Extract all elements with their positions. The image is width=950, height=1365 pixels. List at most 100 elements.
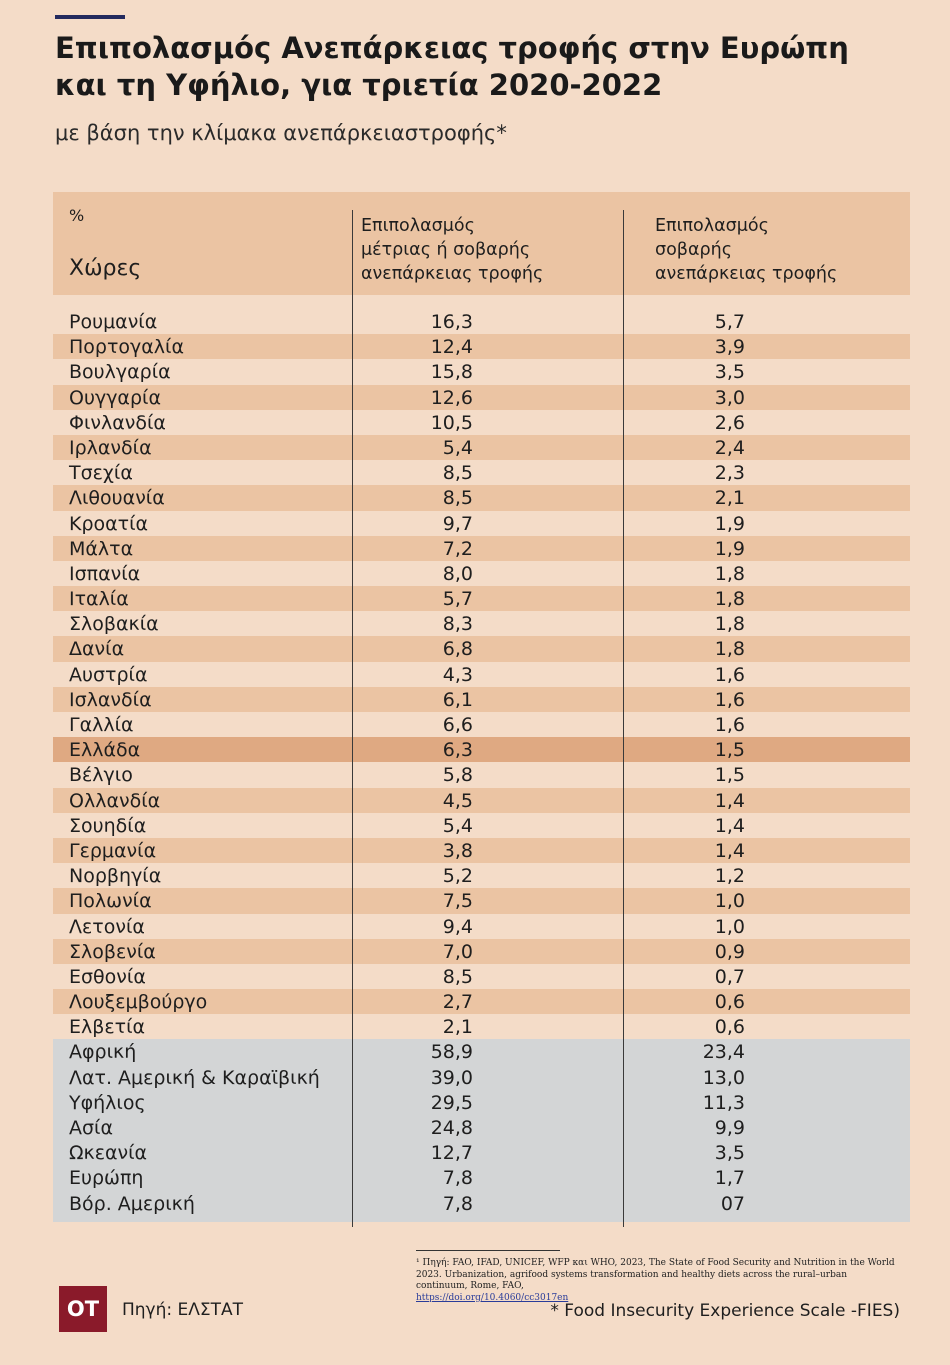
- row-value-moderate-severe: 5,4: [442, 814, 473, 837]
- row-value-severe: 07: [720, 1192, 745, 1215]
- row-label: Σλοβενία: [69, 940, 156, 963]
- col1-header-line: μέτριας ή σοβαρής: [361, 240, 531, 260]
- row-value-moderate-severe: 6,6: [442, 714, 473, 736]
- row-value-moderate-severe: 8,0: [442, 562, 473, 585]
- table-row: Ισπανία 8,0 1,8: [53, 561, 910, 586]
- row-label: Ελβετία: [69, 1016, 146, 1039]
- ot-logo: OT: [59, 1286, 107, 1332]
- row-value-severe: 3,5: [714, 361, 745, 384]
- header-spacer: [53, 295, 910, 309]
- title-line-1: Επιπολασμός Ανεπάρκειας τροφής στην Ευρώ…: [55, 31, 849, 65]
- row-value-severe: 0,7: [714, 965, 745, 988]
- row-value-severe: 1,8: [714, 562, 745, 585]
- row-value-moderate-severe: 5,8: [442, 764, 473, 787]
- col1-header-line: ανεπάρκειας τροφής: [361, 264, 544, 284]
- table-row: Λιθουανία 8,5 2,1: [53, 485, 910, 511]
- table-row: Σουηδία 5,4 1,4: [53, 813, 910, 838]
- footnote: ¹ Πηγή: FAO, IFAD, UNICEF, WFP και WHO, …: [416, 1258, 896, 1304]
- table-row: Μάλτα 7,2 1,9: [53, 535, 910, 561]
- col2-header-line: ανεπάρκειας τροφής: [655, 264, 838, 284]
- row-value-severe: 1,0: [714, 915, 745, 938]
- row-value-moderate-severe: 8,3: [442, 613, 473, 636]
- row-value-moderate-severe: 7,5: [442, 890, 473, 913]
- row-value-severe: 1,8: [714, 638, 745, 661]
- row-value-moderate-severe: 5,2: [442, 865, 473, 888]
- table-row: Ελβετία 2,1 0,6: [53, 1014, 910, 1039]
- row-value-moderate-severe: 29,5: [430, 1091, 473, 1114]
- table-row: Ουγγαρία 12,6 3,0: [53, 384, 910, 410]
- row-value-severe: 1,5: [714, 764, 745, 787]
- row-label: Κροατία: [69, 512, 149, 535]
- row-value-moderate-severe: 10,5: [430, 411, 473, 434]
- row-value-severe: 0,6: [714, 991, 745, 1014]
- row-label: Λουξεμβούργο: [69, 991, 208, 1014]
- row-label: Λετονία: [69, 915, 145, 938]
- table-header: % Χώρες Επιπολασμός μέτριας ή σοβαρής αν…: [53, 192, 910, 295]
- row-value-moderate-severe: 6,1: [442, 688, 473, 711]
- row-label: Ισπανία: [69, 562, 141, 585]
- row-label: Αφρική: [69, 1041, 137, 1064]
- table-row: Κροατία 9,7 1,9: [53, 511, 910, 536]
- table-row: Ελλάδα 6,3 1,5: [53, 737, 910, 763]
- table-row: Πορτογαλία 12,4 3,9: [53, 334, 910, 360]
- fies-note: * Food Insecurity Experience Scale -FIES…: [550, 1301, 900, 1321]
- row-value-moderate-severe: 15,8: [430, 361, 473, 384]
- row-value-moderate-severe: 58,9: [430, 1041, 473, 1064]
- row-value-moderate-severe: 4,3: [442, 663, 473, 686]
- row-label: Ολλανδία: [69, 789, 161, 812]
- country-rows: Ρουμανία 16,3 5,7 Πορτογαλία 12,4 3,9 Βουλγαρί…: [53, 309, 910, 1039]
- page-subtitle: με βάση την κλίμακα ανεπάρκειαστροφής*: [55, 121, 507, 145]
- col2-header-line: Επιπολασμός: [655, 216, 769, 236]
- table-row: Γαλλία 6,6 1,6: [53, 712, 910, 737]
- table-row: Ολλανδία 4,5 1,4: [53, 787, 910, 813]
- row-value-severe: 1,6: [714, 663, 745, 686]
- row-label: Βέλγιο: [69, 764, 133, 787]
- row-value-moderate-severe: 3,8: [442, 839, 473, 862]
- row-value-severe: 3,5: [714, 1142, 745, 1165]
- row-label: Ρουμανία: [69, 311, 158, 333]
- footnote-doi-link[interactable]: https://doi.org/10.4060/cc3017en: [416, 1292, 569, 1303]
- table-row: Εσθονία 8,5 0,7: [53, 964, 910, 989]
- row-value-severe: 0,6: [714, 1016, 745, 1039]
- row-value-severe: 13,0: [702, 1066, 745, 1089]
- row-value-moderate-severe: 2,7: [442, 991, 473, 1014]
- row-value-severe: 1,4: [714, 789, 745, 812]
- row-value-severe: 5,7: [714, 311, 745, 333]
- row-value-severe: 1,9: [714, 512, 745, 535]
- row-value-severe: 1,6: [714, 714, 745, 736]
- row-value-severe: 1,5: [714, 739, 745, 762]
- row-label: Λατ. Αμερική & Καραϊβική: [69, 1066, 320, 1089]
- table-row: Δανία 6,8 1,8: [53, 636, 910, 662]
- row-label: Πολωνία: [69, 890, 152, 913]
- unit-label: %: [69, 206, 85, 225]
- row-value-severe: 1,7: [714, 1167, 745, 1190]
- col1-header-line: Επιπολασμός: [361, 216, 475, 236]
- row-label: Τσεχία: [69, 462, 133, 485]
- row-label: Δανία: [69, 638, 125, 661]
- table-row: Αφρική 58,9 23,4: [53, 1039, 910, 1064]
- table-row: Ασία 24,8 9,9: [53, 1115, 910, 1140]
- table-row: Σλοβακία 8,3 1,8: [53, 611, 910, 636]
- row-label: Ιρλανδία: [69, 436, 152, 459]
- row-value-severe: 1,0: [714, 890, 745, 913]
- column-divider-1: [352, 210, 353, 1227]
- table-row: Γερμανία 3,8 1,4: [53, 837, 910, 864]
- row-value-severe: 1,4: [714, 814, 745, 837]
- row-value-severe: 3,9: [714, 336, 745, 359]
- row-value-moderate-severe: 7,0: [442, 940, 473, 963]
- table-row: Λατ. Αμερική & Καραϊβική 39,0 13,0: [53, 1065, 910, 1090]
- row-value-moderate-severe: 6,3: [442, 739, 473, 762]
- row-value-severe: 1,6: [714, 688, 745, 711]
- row-value-moderate-severe: 8,5: [442, 487, 473, 510]
- table-row: Πολωνία 7,5 1,0: [53, 888, 910, 914]
- row-value-severe: 1,9: [714, 537, 745, 560]
- table-row: Ιρλανδία 5,4 2,4: [53, 434, 910, 461]
- row-value-moderate-severe: 4,5: [442, 789, 473, 812]
- row-value-moderate-severe: 2,1: [442, 1016, 473, 1039]
- row-value-moderate-severe: 24,8: [430, 1117, 473, 1139]
- row-label: Σουηδία: [69, 814, 147, 837]
- row-value-moderate-severe: 12,6: [430, 386, 473, 409]
- row-value-moderate-severe: 9,4: [442, 915, 473, 938]
- region-rows: Αφρική 58,9 23,4 Λατ. Αμερική & Καραϊβική 39…: [53, 1039, 910, 1222]
- table-row: Λετονία 9,4 1,0: [53, 914, 910, 939]
